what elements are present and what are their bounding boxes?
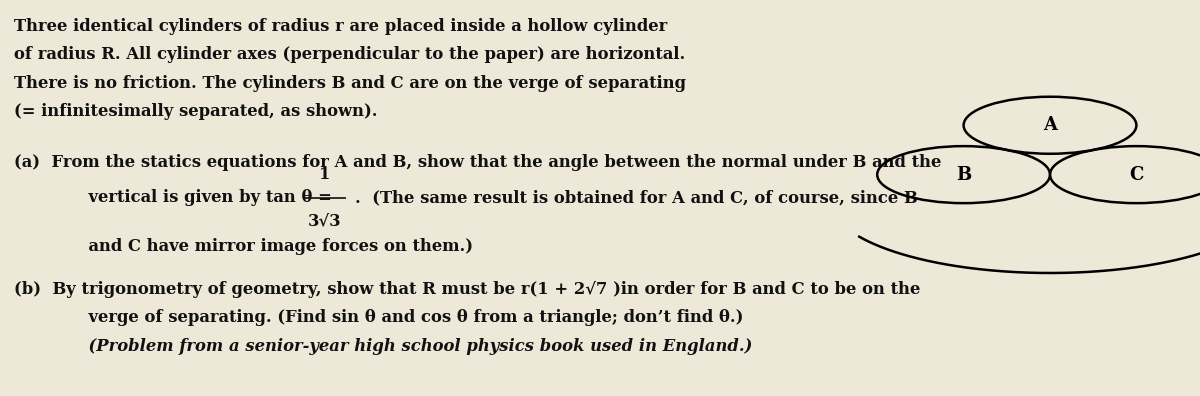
Text: of radius R. All cylinder axes (perpendicular to the paper) are horizontal.: of radius R. All cylinder axes (perpendi… [14,46,685,63]
Text: and C have mirror image forces on them.): and C have mirror image forces on them.) [54,238,473,255]
Text: Three identical cylinders of radius r are placed inside a hollow cylinder: Three identical cylinders of radius r ar… [14,18,667,35]
Text: (Problem from a senior-year high school physics book used in England.): (Problem from a senior-year high school … [54,337,752,354]
Text: verge of separating. (Find sin θ and cos θ from a triangle; don’t find θ.): verge of separating. (Find sin θ and cos… [54,309,743,326]
Text: There is no friction. The cylinders B and C are on the verge of separating: There is no friction. The cylinders B an… [14,75,686,92]
Text: B: B [956,166,971,184]
Text: C: C [1129,166,1144,184]
Text: (= infinitesimally separated, as shown).: (= infinitesimally separated, as shown). [14,103,378,120]
Text: (a)  From the statics equations for A and B, show that the angle between the nor: (a) From the statics equations for A and… [14,154,942,171]
Text: (b)  By trigonometry of geometry, show that R must be r(1 + 2√7 )in order for B : (b) By trigonometry of geometry, show th… [14,280,920,297]
Text: 3√3: 3√3 [308,213,341,230]
Text: A: A [1043,116,1057,134]
Text: .  (The same result is obtained for A and C, of course, since B: . (The same result is obtained for A and… [355,189,917,206]
Text: vertical is given by tan θ =: vertical is given by tan θ = [54,189,337,206]
Text: 1: 1 [319,166,330,183]
